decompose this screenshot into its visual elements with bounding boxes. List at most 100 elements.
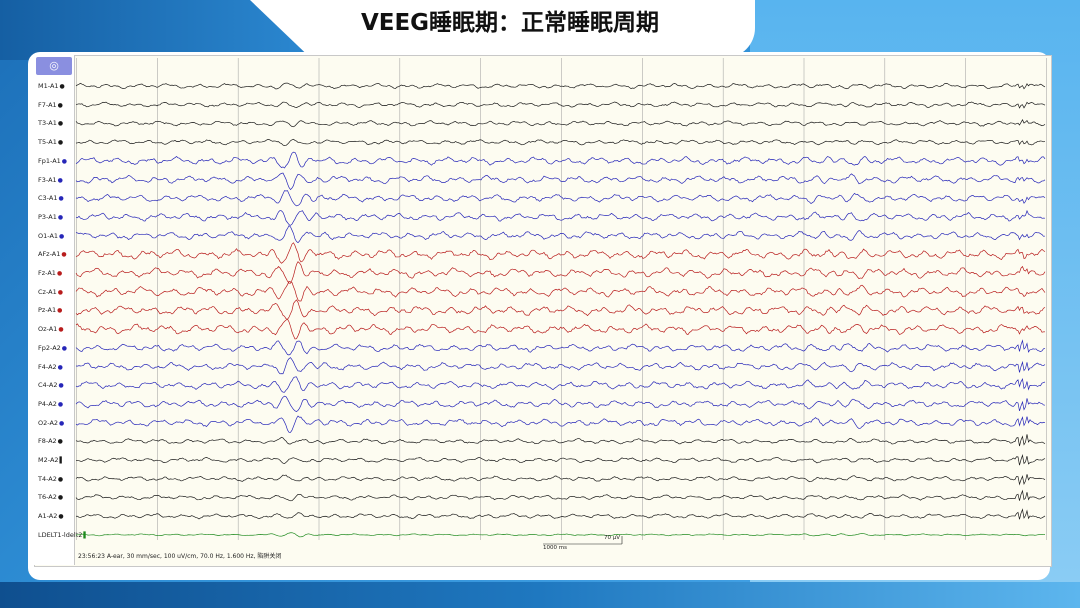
channel-name: A1-A2 (38, 512, 58, 521)
channel-label[interactable]: M2-A2▌ (38, 456, 64, 465)
channel-label[interactable]: O2-A2● (38, 419, 64, 428)
channel-label[interactable]: O1-A1● (38, 232, 64, 241)
time-scale-label: 1000 ms (543, 545, 567, 551)
eeg-trace (75, 242, 1046, 264)
recording-status-text: 23:56:23 A-ear, 30 mm/sec, 100 uV/cm, 70… (78, 553, 282, 560)
channel-name: O2-A2 (38, 418, 59, 427)
channel-label[interactable]: Oz-A1● (38, 325, 64, 334)
eeg-trace (75, 299, 1046, 320)
channel-marker-icon: ● (57, 494, 64, 502)
channel-marker-icon: ● (59, 232, 65, 240)
channel-name: C4-A2 (38, 381, 58, 390)
channel-name: Fp2-A2 (38, 343, 61, 352)
eeg-trace (75, 508, 1046, 520)
channel-name: P4-A2 (38, 399, 57, 408)
channel-name: M1-A1 (38, 82, 59, 90)
channel-marker-icon: ● (58, 326, 64, 334)
channel-marker-icon: ● (58, 195, 64, 203)
channel-label[interactable]: Fp1-A1● (38, 157, 67, 166)
channel-name: C3-A1 (38, 194, 58, 203)
channel-marker-icon: ● (58, 513, 64, 521)
eeg-viewer (34, 55, 1052, 567)
channel-name: T3-A1 (38, 119, 57, 128)
channel-marker-icon: ▌ (59, 457, 65, 464)
channel-label[interactable]: F4-A2● (38, 363, 63, 372)
channel-label[interactable]: P4-A2● (38, 400, 63, 409)
eeg-trace (75, 190, 1046, 207)
channel-marker-icon: ▌ (83, 531, 88, 539)
eeg-trace (75, 415, 1046, 433)
eeg-trace (75, 532, 1046, 538)
channel-name: F7-A1 (38, 100, 57, 109)
channel-name: Cz-A1 (38, 287, 57, 296)
channel-label[interactable]: P3-A1● (38, 213, 63, 222)
eeg-trace (75, 225, 1046, 244)
eeg-trace (75, 453, 1046, 466)
channel-label[interactable]: Fp2-A2● (38, 344, 67, 353)
background-band-top-left (0, 0, 300, 60)
channel-label[interactable]: T5-A1● (38, 138, 63, 147)
channel-marker-icon: ● (57, 213, 64, 221)
eeg-trace (75, 434, 1046, 447)
eeg-trace (75, 261, 1046, 284)
channel-name: T4-A2 (38, 474, 57, 483)
channel-name: LDELT1-ldelt2 (38, 530, 83, 539)
scale-bar (543, 536, 623, 545)
channel-name: F8-A2 (38, 437, 57, 446)
channel-marker-icon: ● (57, 400, 64, 408)
eeg-trace (75, 376, 1046, 393)
channel-marker-icon: ● (57, 307, 63, 315)
channel-label[interactable]: LDELT1-ldelt2▌ (38, 531, 88, 540)
channel-label[interactable]: F7-A1● (38, 101, 63, 110)
channel-marker-icon: ● (59, 83, 65, 90)
channel-label[interactable]: Cz-A1● (38, 288, 63, 297)
eeg-trace (75, 474, 1046, 486)
channel-marker-icon: ● (57, 363, 63, 371)
channel-label[interactable]: Pz-A1● (38, 306, 62, 315)
channel-label[interactable]: C3-A1● (38, 194, 64, 203)
channel-label[interactable]: A1-A2● (38, 512, 64, 521)
eeg-trace (75, 357, 1046, 375)
channel-marker-icon: ● (57, 288, 63, 296)
channel-marker-icon: ● (58, 382, 64, 390)
eeg-trace (75, 119, 1046, 128)
eeg-trace (75, 82, 1046, 90)
channel-label[interactable]: Fz-A1● (38, 269, 62, 278)
channel-marker-icon: ● (57, 101, 63, 109)
eeg-trace (75, 318, 1046, 340)
channel-name: O1-A1 (38, 231, 59, 240)
eeg-trace (75, 172, 1046, 191)
eeg-trace (75, 138, 1046, 146)
channel-marker-icon: ● (59, 419, 65, 427)
channel-label[interactable]: F3-A1● (38, 176, 63, 185)
slide-title: VEEG睡眠期：正常睡眠周期 (360, 10, 660, 36)
background-band-bottom (0, 582, 1080, 608)
channel-label[interactable]: AFz-A1● (38, 250, 67, 259)
channel-label[interactable]: M1-A1● (38, 82, 65, 91)
channel-name: Fz-A1 (38, 269, 56, 277)
channel-marker-icon: ● (61, 344, 68, 352)
channel-marker-icon: ● (57, 475, 64, 483)
channel-marker-icon: ● (57, 438, 63, 446)
channel-name: M2-A2 (38, 456, 59, 464)
channel-label[interactable]: C4-A2● (38, 381, 64, 390)
channel-name: Oz-A1 (38, 325, 58, 334)
channel-name: F4-A2 (38, 362, 57, 371)
eeg-trace (75, 101, 1046, 109)
channel-marker-icon: ● (56, 270, 63, 277)
eeg-trace (75, 395, 1046, 412)
eeg-trace (75, 151, 1046, 169)
amplitude-scale-label: 70 μV (604, 535, 621, 541)
montage-tool-icon[interactable]: ◎ (36, 57, 72, 75)
channel-name: T6-A2 (38, 493, 57, 502)
channel-name: AFz-A1 (38, 250, 61, 259)
eeg-trace (75, 209, 1046, 226)
channel-label[interactable]: F8-A2● (38, 437, 63, 446)
channel-name: F3-A1 (38, 175, 57, 184)
channel-label[interactable]: T6-A2● (38, 493, 63, 502)
channel-label[interactable]: T4-A2● (38, 475, 63, 484)
channel-label[interactable]: T3-A1● (38, 119, 63, 128)
channel-name: P3-A1 (38, 212, 57, 221)
channel-marker-icon: ● (61, 251, 67, 259)
